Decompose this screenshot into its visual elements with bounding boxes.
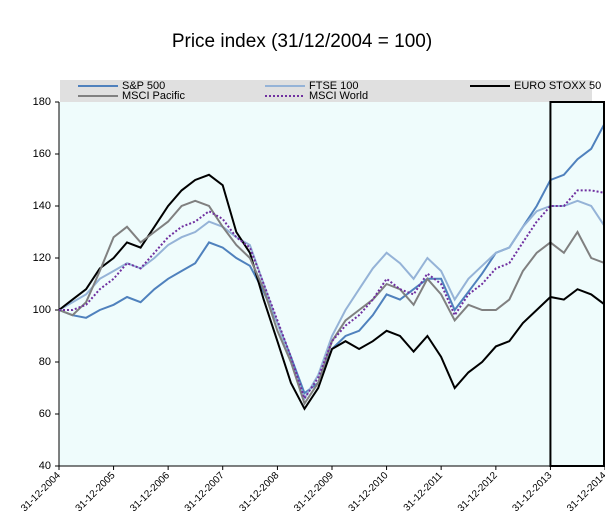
x-tick-label: 31-12-2012 <box>456 470 500 514</box>
y-tick-label: 140 <box>33 200 51 212</box>
x-tick-label: 31-12-2005 <box>74 470 118 514</box>
plot-area <box>59 102 605 466</box>
y-tick-label: 180 <box>33 96 51 108</box>
chart-title: Price index (31/12/2004 = 100) <box>172 31 432 52</box>
legend-box <box>60 80 592 102</box>
x-tick-label: 31-12-2008 <box>237 470 281 514</box>
legend-label: EURO STOXX 50 <box>514 80 601 92</box>
x-tick-label: 31-12-2013 <box>510 470 554 514</box>
x-tick-label: 31-12-2011 <box>402 470 446 514</box>
x-tick-label: 31-12-2004 <box>19 470 63 514</box>
legend-label: MSCI World <box>309 90 368 102</box>
x-tick-label: 31-12-2010 <box>347 470 391 514</box>
series-line <box>58 173 605 411</box>
legend-label: FTSE 100 <box>309 80 359 92</box>
x-tick-label: 31-12-2006 <box>128 470 172 514</box>
series-line <box>59 189 605 401</box>
series-line <box>58 199 605 401</box>
y-tick-label: 80 <box>39 356 51 368</box>
x-tick-label: 31-12-2007 <box>183 470 227 514</box>
legend-label: MSCI Pacific <box>122 90 185 102</box>
highlight-box <box>549 101 605 467</box>
y-tick-label: 40 <box>39 460 51 472</box>
series-line <box>58 199 605 406</box>
y-tick-label: 160 <box>33 148 51 160</box>
x-tick-label: 31-12-2014 <box>565 470 605 514</box>
legend-label: S&P 500 <box>122 80 165 92</box>
x-tick-label: 31-12-2009 <box>292 470 336 514</box>
y-tick-label: 120 <box>33 252 51 264</box>
y-tick-label: 60 <box>39 408 51 420</box>
y-tick-label: 100 <box>33 304 51 316</box>
